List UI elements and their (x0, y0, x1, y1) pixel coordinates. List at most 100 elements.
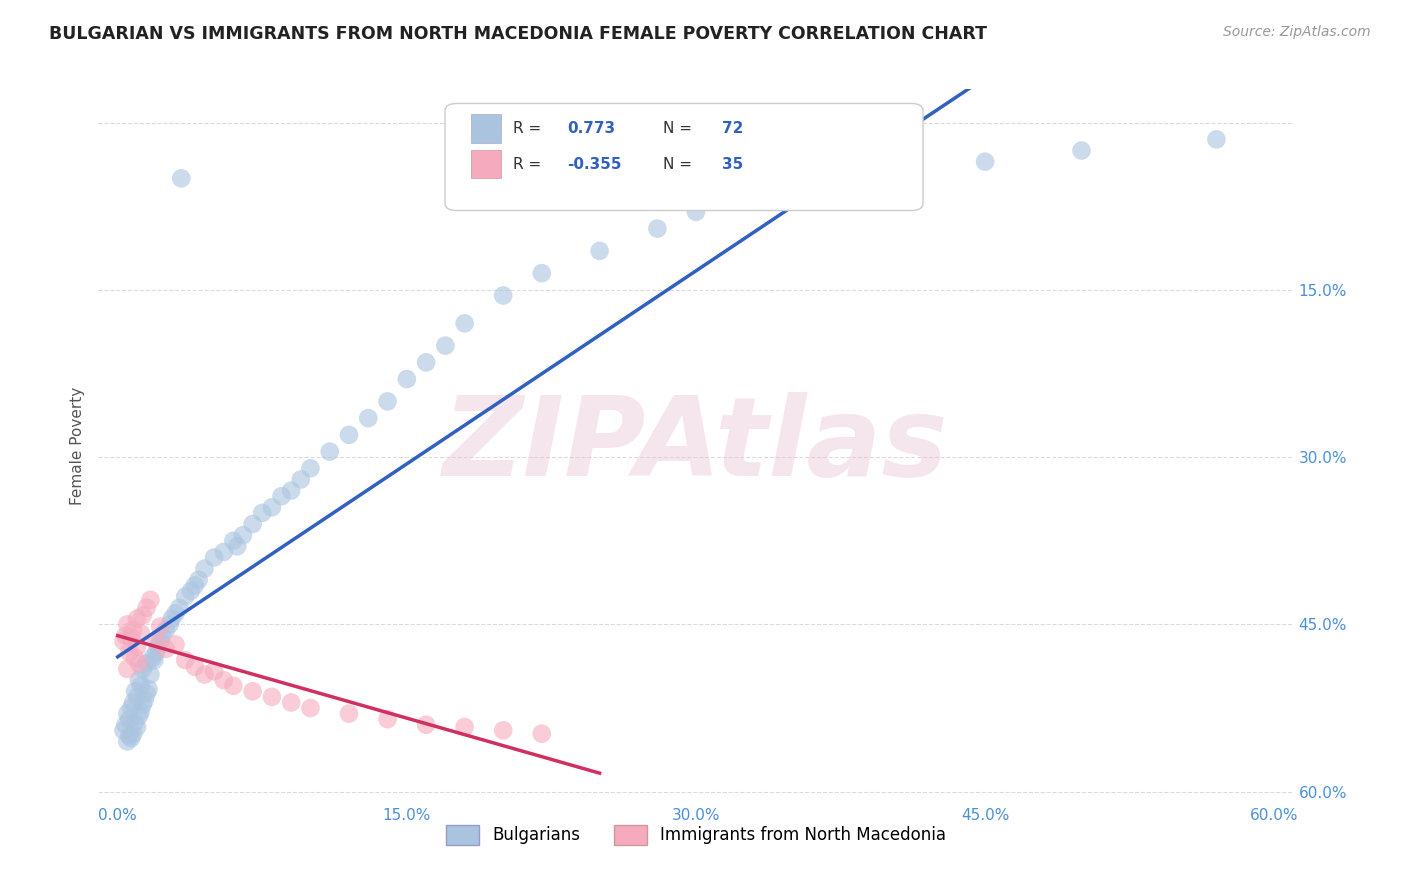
Point (118, 645, 141, 659)
Point (212, 545, 235, 559)
Point (143, 653, 166, 667)
Point (202, 550, 225, 565)
Point (114, 628, 136, 642)
Point (212, 673, 235, 687)
Point (134, 693, 156, 707)
Point (647, 221, 669, 235)
Point (242, 684, 264, 698)
Point (124, 651, 146, 665)
Point (222, 533, 245, 548)
Point (252, 506, 274, 520)
Point (155, 623, 177, 637)
Point (138, 681, 160, 696)
Text: Source: ZipAtlas.com: Source: ZipAtlas.com (1223, 25, 1371, 39)
Text: -0.355: -0.355 (567, 157, 621, 171)
Point (120, 631, 142, 645)
Point (193, 667, 215, 681)
Point (174, 653, 197, 667)
Point (117, 662, 139, 676)
Point (299, 701, 322, 715)
Point (782, 188, 804, 202)
Point (337, 706, 360, 721)
Text: R =: R = (513, 121, 547, 136)
FancyBboxPatch shape (471, 114, 501, 143)
Point (128, 673, 150, 687)
Point (125, 720, 148, 734)
Point (169, 600, 191, 615)
Point (193, 562, 215, 576)
Point (159, 617, 181, 632)
Point (125, 640, 148, 654)
Point (112, 723, 135, 738)
Point (357, 411, 380, 425)
Point (337, 427, 360, 442)
Point (260, 500, 283, 515)
Text: R =: R = (513, 157, 547, 171)
Point (174, 590, 197, 604)
Point (118, 729, 141, 743)
Point (242, 517, 264, 532)
Point (280, 483, 302, 498)
Point (270, 489, 292, 503)
Point (232, 528, 254, 542)
Point (122, 696, 145, 710)
Point (132, 608, 155, 623)
FancyBboxPatch shape (471, 150, 501, 178)
Point (135, 687, 157, 701)
Point (117, 706, 139, 721)
Point (170, 171, 193, 186)
Point (139, 592, 162, 607)
Text: 35: 35 (723, 157, 744, 171)
Point (145, 645, 167, 659)
Point (299, 461, 322, 475)
Point (129, 705, 152, 719)
Point (187, 573, 209, 587)
Point (114, 717, 136, 731)
Point (160, 612, 183, 626)
Text: N =: N = (662, 121, 696, 136)
Point (1205, 132, 1227, 146)
Point (120, 731, 142, 746)
Point (149, 619, 172, 633)
Point (877, 171, 900, 186)
FancyBboxPatch shape (446, 103, 922, 211)
Point (112, 634, 135, 648)
Point (139, 667, 162, 681)
Point (260, 690, 283, 704)
Text: BULGARIAN VS IMMIGRANTS FROM NORTH MACEDONIA FEMALE POVERTY CORRELATION CHART: BULGARIAN VS IMMIGRANTS FROM NORTH MACED… (49, 25, 987, 43)
Point (149, 634, 172, 648)
Point (202, 664, 225, 678)
Point (132, 662, 155, 676)
Point (118, 712, 141, 726)
Point (415, 717, 437, 731)
Point (453, 316, 475, 330)
Point (117, 617, 139, 632)
Point (135, 657, 157, 671)
Point (395, 372, 418, 386)
Point (226, 539, 249, 553)
Point (120, 701, 142, 715)
Point (280, 696, 302, 710)
Point (453, 720, 475, 734)
Point (145, 634, 167, 648)
Point (122, 623, 145, 637)
Text: ZIPAtlas: ZIPAtlas (443, 392, 949, 500)
Point (588, 244, 610, 258)
Point (180, 583, 202, 598)
Point (434, 338, 457, 352)
Point (290, 473, 312, 487)
Point (124, 684, 146, 698)
Text: 72: 72 (723, 121, 744, 136)
Text: 0.773: 0.773 (567, 121, 614, 136)
Point (319, 444, 342, 458)
Legend: Bulgarians, Immigrants from North Macedonia: Bulgarians, Immigrants from North Macedo… (439, 818, 953, 852)
Point (1070, 144, 1092, 158)
Point (184, 660, 207, 674)
Point (377, 712, 399, 726)
Point (124, 715, 146, 730)
Point (129, 626, 152, 640)
Point (128, 708, 150, 723)
Point (974, 154, 997, 169)
Point (685, 204, 707, 219)
Point (530, 266, 553, 280)
